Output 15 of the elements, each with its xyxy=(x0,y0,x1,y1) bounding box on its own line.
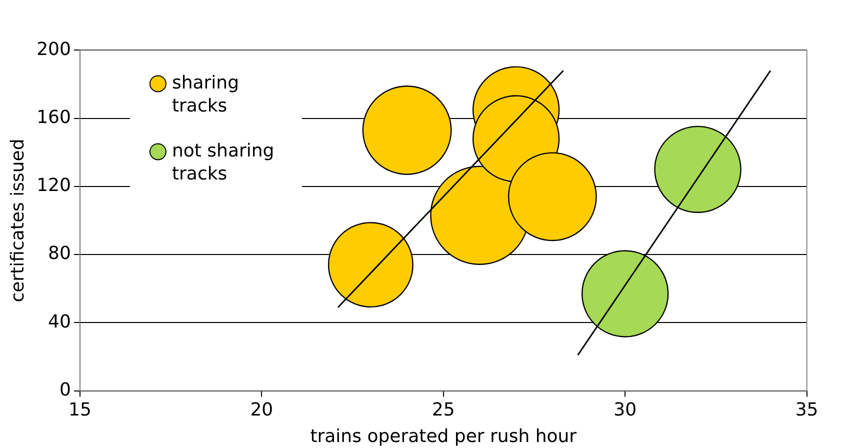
x-tick-label: 30 xyxy=(614,399,637,420)
y-tick-label: 160 xyxy=(36,106,71,128)
y-tick-label: 40 xyxy=(48,311,71,332)
x-tick-label: 25 xyxy=(432,399,455,420)
y-tick-label: 80 xyxy=(48,243,71,264)
x-axis-title: trains operated per rush hour xyxy=(310,426,578,447)
x-tick-label: 35 xyxy=(795,399,818,420)
x-tick-label: 15 xyxy=(68,399,92,420)
y-tick-label: 0 xyxy=(60,379,71,400)
y-axis-title: certificates issued xyxy=(7,138,28,302)
y-tick-label: 200 xyxy=(36,38,71,60)
legend-label: not sharing tracks xyxy=(172,140,274,184)
x-tick-label: 20 xyxy=(250,399,274,420)
y-tick-label: 120 xyxy=(36,175,71,196)
legend-label: sharing tracks xyxy=(172,72,240,116)
